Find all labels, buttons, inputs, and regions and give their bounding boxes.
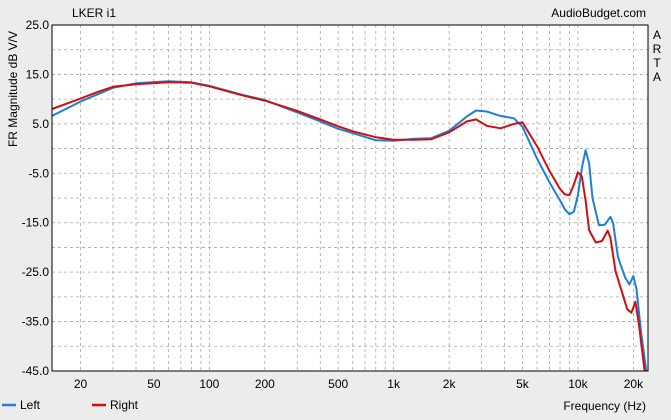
y-tick-label: 15.0 <box>26 67 50 81</box>
x-tick-labels: 20 50 100 200 500 1k 2k 5k 10k 20k <box>74 377 644 391</box>
watermark: AudioBudget.com <box>551 6 646 20</box>
x-tick-label: 50 <box>147 377 161 391</box>
y-tick-label: -45.0 <box>22 364 50 378</box>
x-tick-label: 2k <box>443 377 457 391</box>
chart-title: LKER i1 <box>72 6 116 20</box>
y-axis-label: FR Magnitude dB V/V <box>6 31 20 147</box>
plot-border <box>51 24 649 372</box>
series-layer <box>51 80 648 372</box>
legend: Left Right <box>2 398 139 412</box>
x-tick-label: 1k <box>387 377 401 391</box>
y-tick-label: 25.0 <box>26 18 50 32</box>
y-tick-labels: 25.0 15.0 5.0 -5.0 -15.0 -25.0 -35.0 -45.0 <box>22 18 50 378</box>
legend-label-right: Right <box>110 398 139 412</box>
side-label-letter: R <box>653 42 662 56</box>
side-label-letter: A <box>653 70 661 84</box>
x-tick-label: 20k <box>624 377 644 391</box>
x-tick-label: 100 <box>199 377 219 391</box>
x-tick-label: 200 <box>255 377 275 391</box>
x-tick-label: 5k <box>516 377 530 391</box>
grid-lines <box>52 24 648 372</box>
y-tick-label: -15.0 <box>22 216 50 230</box>
side-label-letter: T <box>653 56 661 70</box>
x-tick-label: 10k <box>568 377 588 391</box>
side-label-letter: A <box>653 28 661 42</box>
series-line-right <box>51 81 646 372</box>
x-tick-label: 20 <box>74 377 88 391</box>
y-tick-label: -35.0 <box>22 315 50 329</box>
legend-label-left: Left <box>20 398 41 412</box>
y-tick-label: -25.0 <box>22 265 50 279</box>
x-axis-label: Frequency (Hz) <box>563 399 646 413</box>
y-tick-label: 5.0 <box>32 117 49 131</box>
x-tick-label: 500 <box>328 377 348 391</box>
y-tick-label: -5.0 <box>28 166 49 180</box>
